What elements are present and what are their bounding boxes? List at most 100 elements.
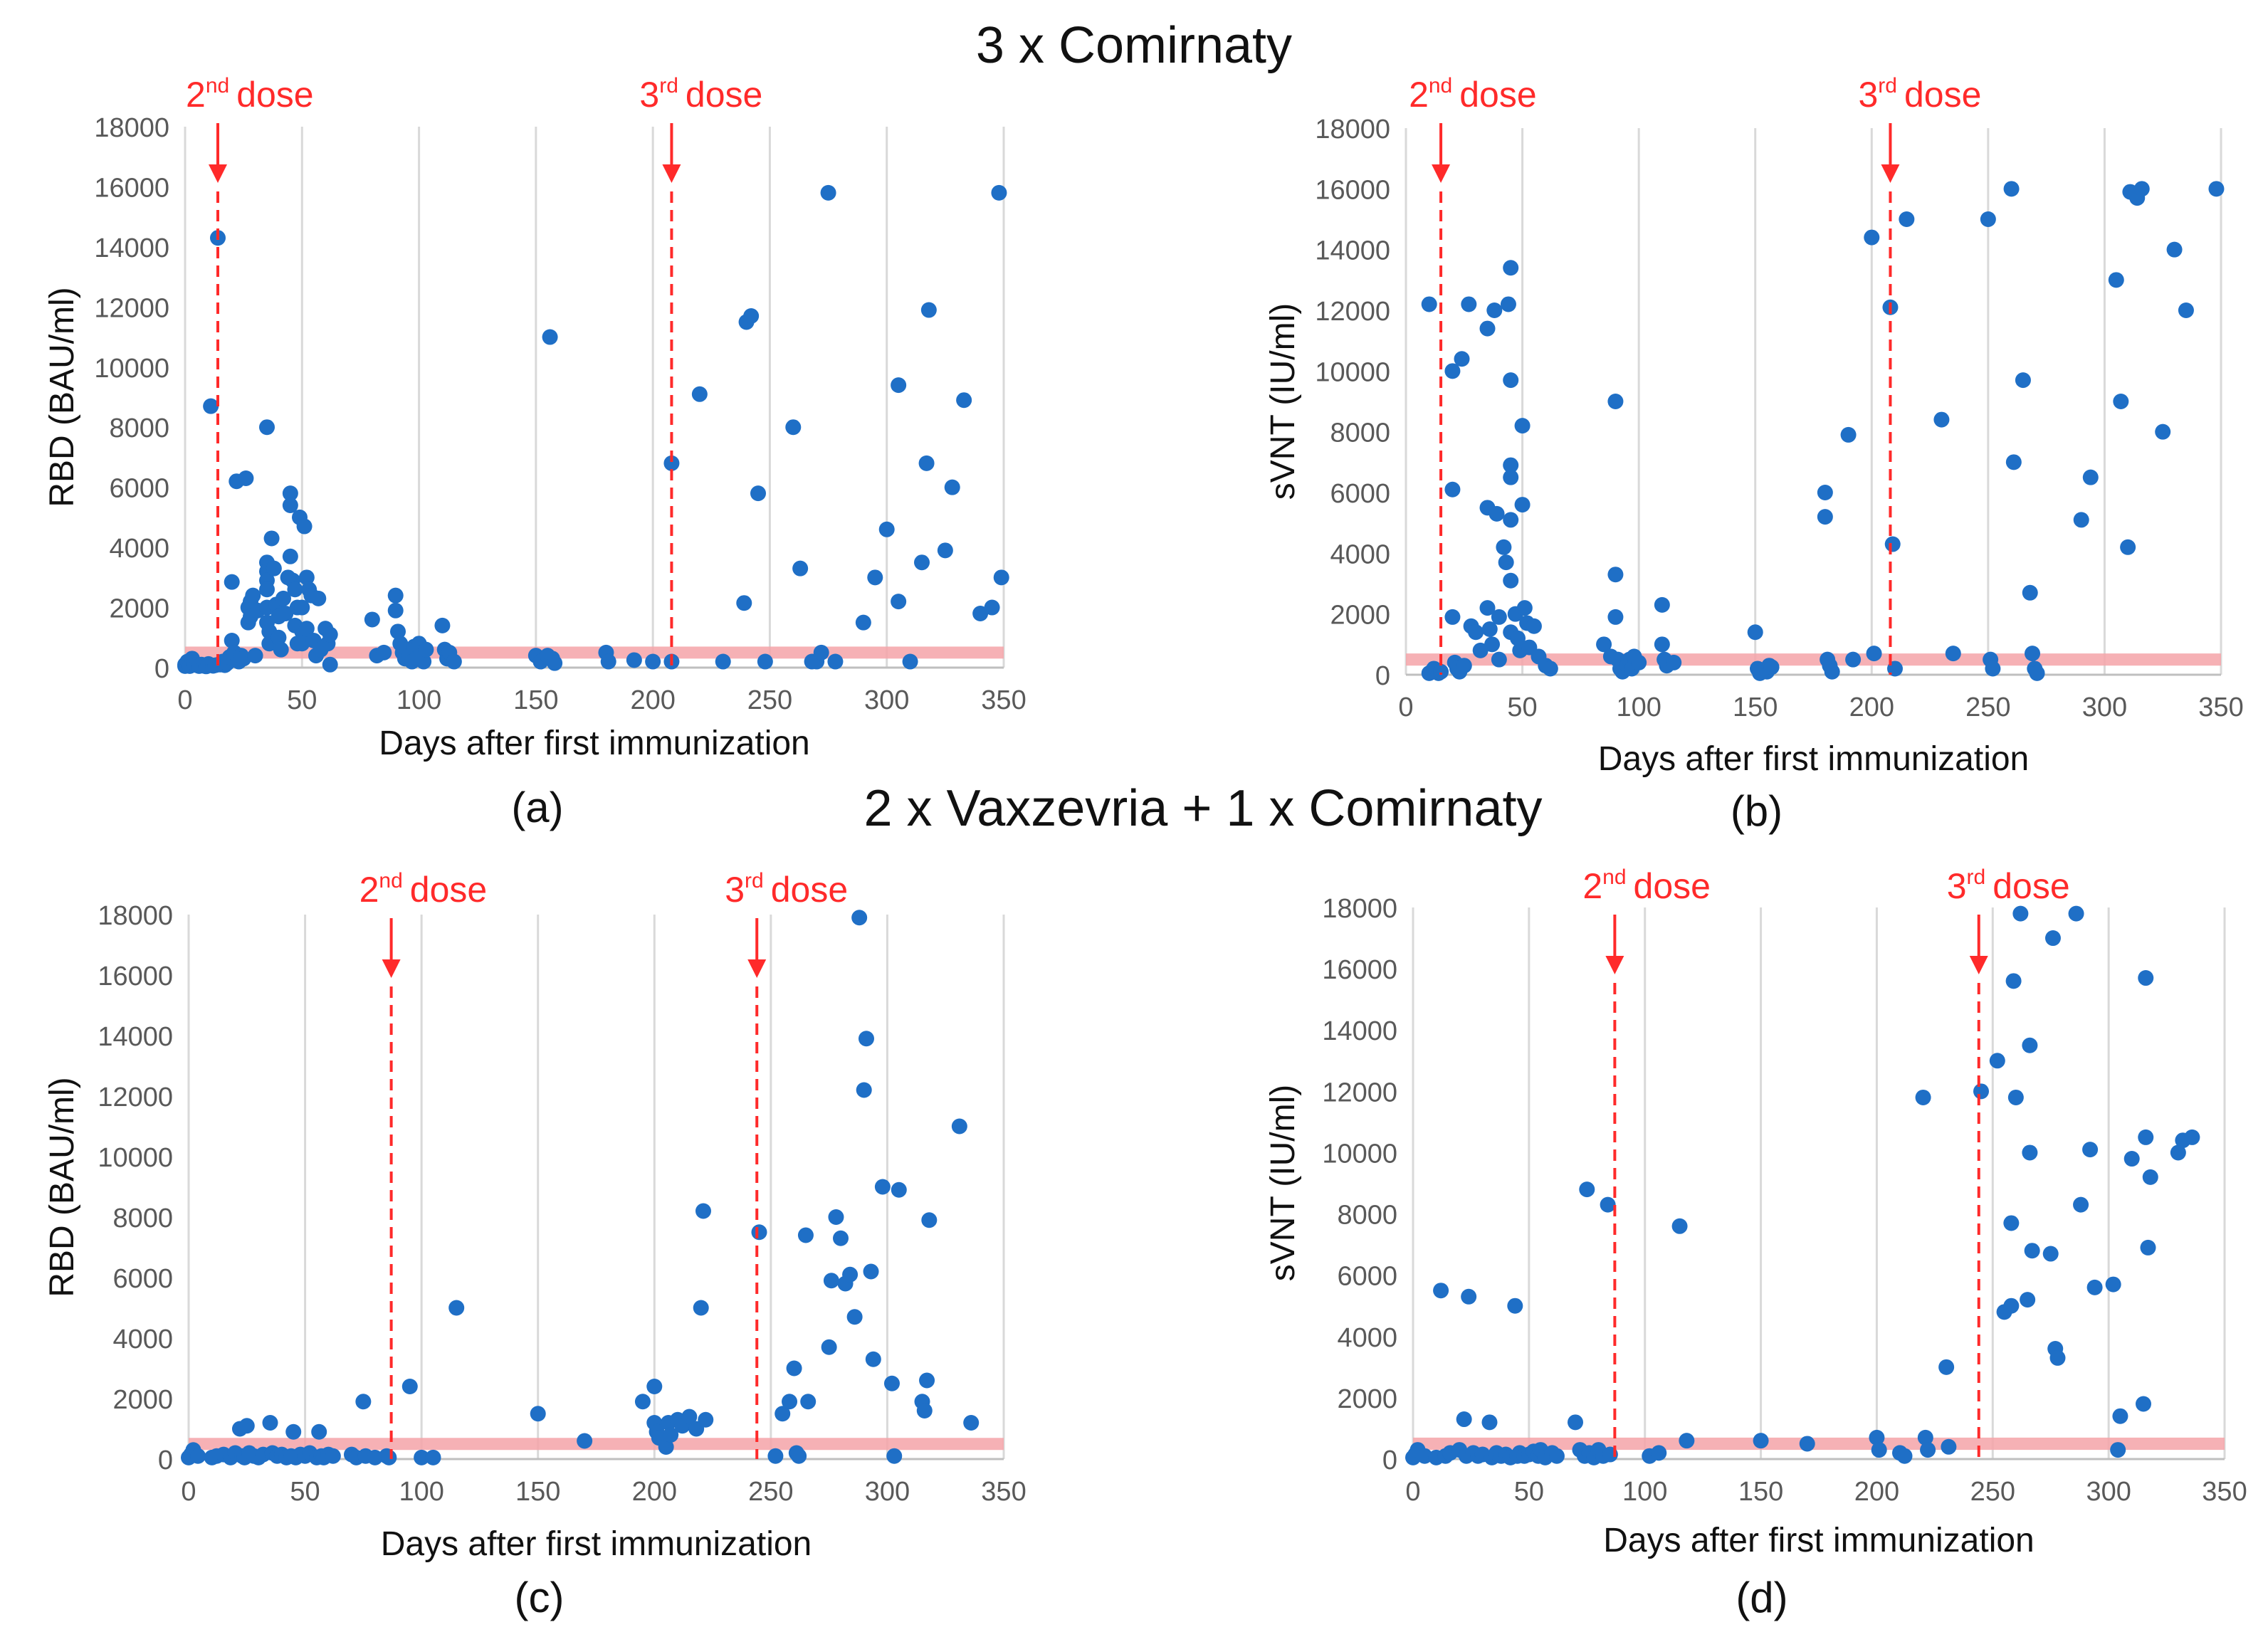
group-title-comirnaty: 3 x Comirnaty: [976, 17, 1292, 74]
data-point: [827, 653, 844, 670]
x-tick-label: 300: [864, 685, 909, 715]
data-point: [448, 1300, 465, 1316]
dose-number: 3: [1858, 75, 1878, 115]
data-point: [918, 455, 935, 471]
x-tick-label: 100: [1622, 1477, 1667, 1507]
y-axis-label: RBD (BAU/ml): [43, 287, 81, 507]
dose-label: 2nd dose: [1582, 865, 1711, 906]
data-point: [1869, 1429, 1885, 1446]
data-point: [1654, 596, 1670, 613]
dose-arrowhead: [209, 164, 227, 183]
data-point: [401, 1379, 418, 1394]
y-tick-label: 8000: [112, 1204, 173, 1233]
data-point: [767, 1448, 784, 1464]
dose-number: 3: [1947, 866, 1967, 906]
y-tick-label: 6000: [1337, 1262, 1397, 1292]
data-point: [2184, 1129, 2200, 1145]
data-point: [416, 653, 432, 670]
data-point: [418, 641, 434, 658]
y-tick-label: 2000: [109, 594, 169, 624]
y-tick-label: 14000: [1315, 236, 1390, 266]
data-point: [1799, 1436, 1815, 1452]
data-point: [693, 1300, 709, 1316]
x-tick-label: 0: [181, 1477, 196, 1507]
data-point: [190, 1448, 206, 1464]
y-tick-label: 2000: [1330, 601, 1390, 631]
data-point: [1479, 320, 1496, 337]
data-point: [863, 1263, 879, 1280]
data-point: [1579, 1181, 1595, 1198]
y-tick-label: 2000: [1337, 1384, 1397, 1414]
x-tick-label: 150: [1738, 1477, 1783, 1507]
x-axis-label: Days after first immunization: [381, 1525, 812, 1563]
data-point: [2133, 181, 2150, 197]
data-point: [1548, 1448, 1565, 1464]
data-point: [1938, 1359, 1955, 1375]
dose-label: 2nd dose: [1409, 74, 1537, 115]
data-point: [294, 636, 310, 652]
panel-label: (d): [1736, 1574, 1787, 1621]
data-point: [797, 1227, 814, 1243]
data-point: [1503, 572, 1519, 589]
dose-number: 3: [639, 75, 659, 115]
data-point: [1933, 411, 1950, 428]
data-point: [2138, 1129, 2154, 1145]
data-point: [294, 599, 310, 616]
dose-ordinal: rd: [1967, 865, 1986, 889]
data-point: [2068, 905, 2084, 922]
dose-arrowhead: [1605, 956, 1624, 974]
data-point: [842, 1266, 859, 1283]
data-point: [2005, 454, 2022, 470]
data-point: [1817, 509, 1833, 525]
data-point: [891, 594, 907, 610]
data-point: [1607, 567, 1624, 583]
data-point: [2025, 646, 2041, 662]
data-point: [902, 653, 918, 670]
data-point: [296, 518, 313, 535]
data-point: [757, 653, 773, 670]
data-point: [425, 1449, 441, 1465]
data-point: [1666, 654, 1682, 670]
data-point: [991, 184, 1007, 201]
data-point: [271, 629, 287, 646]
data-point: [1489, 505, 1505, 522]
data-point: [1973, 1083, 1989, 1100]
y-tick-label: 10000: [1315, 357, 1390, 387]
data-point: [919, 1372, 935, 1389]
y-tick-label: 8000: [1337, 1201, 1397, 1231]
y-tick-label: 4000: [1330, 539, 1390, 569]
data-point: [1568, 1414, 1583, 1431]
data-point: [1500, 296, 1516, 312]
data-point: [2178, 302, 2194, 318]
data-point: [743, 308, 760, 324]
data-point: [322, 626, 338, 643]
dose-ordinal: nd: [1429, 74, 1452, 98]
data-point: [1514, 497, 1531, 513]
data-point: [993, 569, 1009, 586]
x-tick-label: 50: [287, 685, 317, 715]
data-point: [325, 1448, 341, 1464]
dose-ordinal: nd: [206, 74, 229, 98]
data-point: [785, 419, 802, 436]
data-point: [883, 1375, 900, 1391]
data-point: [1484, 636, 1501, 653]
y-tick-label: 14000: [94, 233, 169, 263]
panel-c: 0200040006000800010000120001400016000180…: [43, 869, 1027, 1621]
data-point: [1607, 609, 1624, 625]
panel-b: 0200040006000800010000120001400016000180…: [1264, 74, 2244, 835]
data-point: [367, 1449, 383, 1465]
y-tick-label: 14000: [98, 1022, 173, 1052]
dose-label: 3rd dose: [639, 74, 762, 115]
dose-word: dose: [236, 75, 313, 115]
data-point: [855, 614, 871, 631]
data-point: [1514, 418, 1531, 434]
y-tick-label: 2000: [112, 1385, 173, 1415]
dose-arrowhead: [1881, 164, 1900, 183]
data-point: [658, 1439, 674, 1455]
x-tick-label: 200: [1849, 693, 1894, 722]
data-point: [1941, 1438, 1957, 1455]
data-point: [891, 1181, 907, 1198]
data-point: [663, 455, 680, 471]
x-tick-label: 50: [1514, 1477, 1544, 1507]
dose-arrowhead: [1969, 956, 1988, 974]
